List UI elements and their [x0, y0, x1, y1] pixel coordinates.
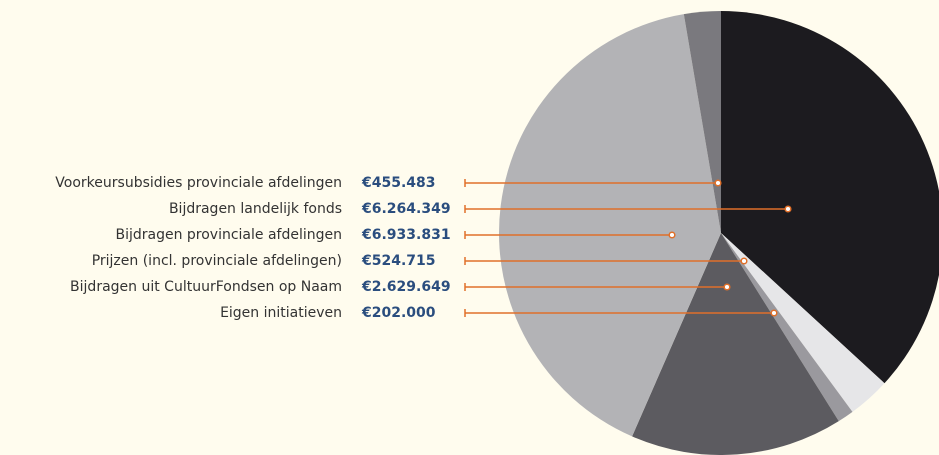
category-label: Bijdragen provinciale afdelingen — [115, 227, 342, 243]
pie-slice — [632, 233, 839, 455]
leader-dot — [784, 205, 792, 213]
category-label: Bijdragen uit CultuurFondsen op Naam — [70, 279, 342, 295]
pie-slice — [721, 233, 885, 412]
value-label: €202.000 — [361, 305, 436, 321]
category-label: Prijzen (incl. provinciale afdelingen) — [92, 253, 342, 269]
pie-slice — [498, 14, 721, 437]
value-label: €455.483 — [361, 175, 436, 191]
category-label: Bijdragen landelijk fonds — [169, 201, 342, 217]
leader-dot — [714, 179, 722, 187]
leader-dot — [740, 257, 748, 265]
pie-slice — [721, 233, 853, 422]
leader-dot — [668, 231, 676, 239]
value-label: €6.264.349 — [361, 201, 451, 217]
value-label: €6.933.831 — [361, 227, 451, 243]
pie-slice — [683, 11, 721, 233]
value-label: €2.629.649 — [361, 279, 451, 295]
leader-dot — [723, 283, 731, 291]
value-label: €524.715 — [361, 253, 436, 269]
pie-slice — [721, 11, 939, 384]
category-label: Voorkeursubsidies provinciale afdelingen — [55, 175, 342, 191]
leader-dot — [770, 309, 778, 317]
category-label: Eigen initiatieven — [220, 305, 342, 321]
